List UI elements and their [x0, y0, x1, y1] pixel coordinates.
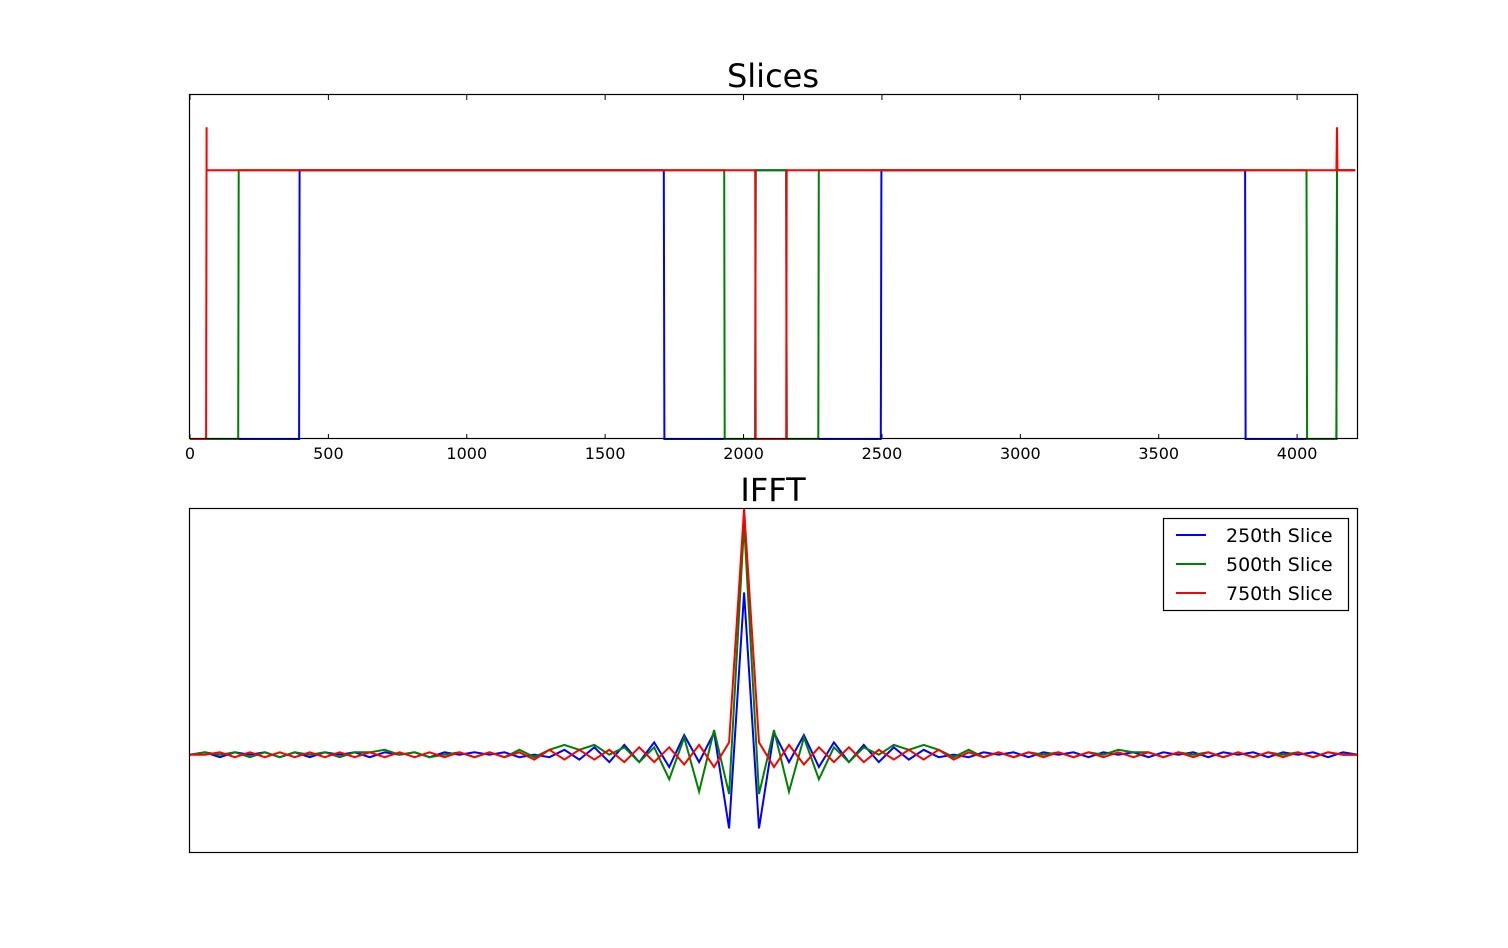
ifft-series-line-2: [190, 508, 1358, 769]
slices-series-line-0: [190, 169, 1356, 440]
ifft-plot-frame: [188, 507, 1359, 854]
slices-series-group: [190, 127, 1356, 440]
ifft-title: IFFT: [740, 471, 806, 509]
ifft-series-group: [189, 508, 1359, 829]
legend-label-750th: 750th Slice: [1226, 583, 1333, 605]
legend-label-250th: 250th Slice: [1226, 525, 1333, 547]
slices-series-line-2: [190, 127, 1356, 440]
slices-title: Slices: [727, 57, 819, 95]
ifft-series-line-0: [189, 592, 1359, 829]
legend-label-500th: 500th Slice: [1226, 554, 1333, 576]
slices-chart: Slices 0 500 1000 1500 2000 2500 3000 3500 4000: [185, 57, 1359, 463]
x-tick-label: 0: [185, 444, 195, 463]
x-tick-label: 1000: [446, 444, 487, 463]
slices-plot-frame: [188, 93, 1359, 440]
x-tick-label: 4000: [1277, 444, 1318, 463]
x-tick-label: 2000: [723, 444, 764, 463]
ifft-legend: 250th Slice 500th Slice 750th Slice: [1162, 517, 1350, 612]
x-tick-label: 3000: [1000, 444, 1041, 463]
x-tick-label: 500: [313, 444, 344, 463]
x-tick-label: 3500: [1138, 444, 1179, 463]
x-tick-label: 2500: [862, 444, 903, 463]
ifft-chart: IFFT 250th Slice 500th Slice 750th Slice: [188, 471, 1359, 854]
slices-series-line-1: [190, 169, 1356, 440]
x-tick-label: 1500: [585, 444, 626, 463]
slices-x-ticks: 0 500 1000 1500 2000 2500 3000 3500 4000: [185, 95, 1318, 463]
